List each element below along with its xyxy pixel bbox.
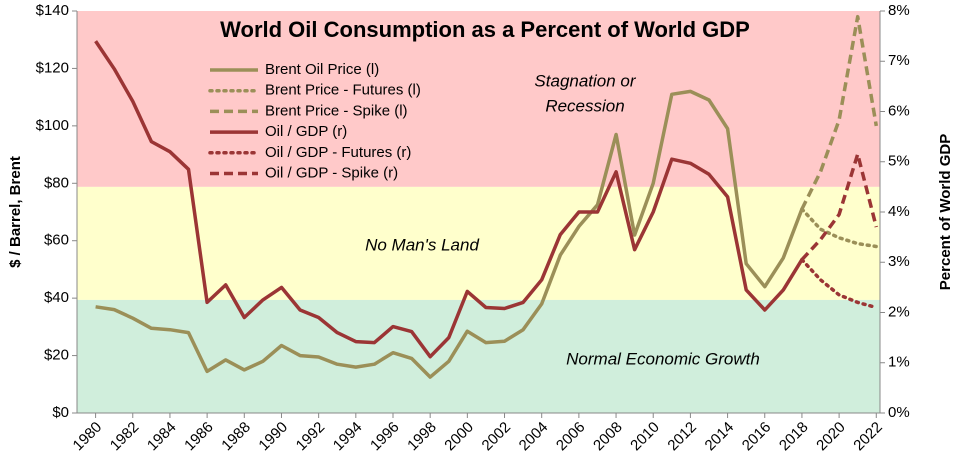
y-tick-label: $0 — [52, 404, 69, 421]
y2-axis-label: Percent of World GDP — [937, 134, 954, 290]
y-tick-label: $100 — [36, 117, 69, 134]
y-tick-label: $140 — [36, 2, 69, 19]
x-tick-label: 1984 — [144, 419, 180, 455]
zone-label: Stagnation or — [534, 71, 636, 90]
x-tick-label: 2018 — [776, 419, 812, 455]
plot — [72, 10, 885, 418]
y2-tick-label: 1% — [888, 354, 910, 371]
y2-tick-label: 8% — [888, 2, 910, 19]
zone-band — [77, 11, 880, 187]
zones: Stagnation or Recession No Man's Land Norma… — [77, 11, 880, 413]
x-tick-label: 2004 — [516, 419, 552, 455]
y2-tick-label: 7% — [888, 52, 910, 69]
series-line — [95, 89, 804, 379]
y-tick-label: $80 — [44, 174, 69, 191]
zone-label: Normal Economic Growth — [566, 349, 760, 368]
x-tick-label: 1992 — [293, 419, 329, 455]
zone-label: No Man's Land — [365, 235, 479, 254]
x-tick-label: 1994 — [330, 419, 366, 455]
legend-label: Oil / GDP - Spike (r) — [265, 164, 398, 181]
y-tick-label: $120 — [36, 59, 69, 76]
y2-tick-label: 3% — [888, 253, 910, 270]
x-tick-label: 2010 — [627, 419, 663, 455]
series-line — [800, 257, 879, 310]
legend-label: Brent Price - Futures (l) — [265, 82, 421, 99]
y2-tick-label: 4% — [888, 203, 910, 220]
legend-label: Oil / GDP (r) — [265, 123, 347, 140]
legend-label: Brent Price - Spike (l) — [265, 102, 408, 119]
x-tick-label: 2016 — [739, 419, 775, 455]
series-line — [800, 207, 879, 249]
zone-label: Recession — [545, 96, 624, 115]
chart-title: World Oil Consumption as a Percent of Wo… — [220, 17, 750, 42]
x-tick-label: 1980 — [70, 419, 106, 455]
y2-tick-label: 5% — [888, 153, 910, 170]
y-tick-label: $60 — [44, 232, 69, 249]
x-tick-label: 1986 — [181, 419, 217, 455]
x-tick-label: 2002 — [479, 419, 515, 455]
series-line — [800, 152, 878, 261]
y2-tick-label: 6% — [888, 102, 910, 119]
legend-label: Brent Oil Price (l) — [265, 61, 379, 78]
y-axis-label: $ / Barrel, Brent — [7, 156, 24, 268]
x-tick-label: 2020 — [813, 419, 849, 455]
x-tick-label: 2008 — [590, 419, 626, 455]
x-tick-label: 2014 — [702, 419, 738, 455]
x-tick-label: 2022 — [850, 419, 886, 455]
x-tick-label: 1998 — [404, 419, 440, 455]
y2-tick-label: 2% — [888, 303, 910, 320]
y-tick-label: $20 — [44, 347, 69, 364]
series-line — [800, 14, 879, 210]
x-tick-label: 1982 — [107, 419, 143, 455]
x-tick-label: 2006 — [553, 419, 589, 455]
series-line — [94, 40, 804, 359]
x-tick-label: 1990 — [255, 419, 291, 455]
legend-label: Oil / GDP - Futures (r) — [265, 144, 411, 161]
zone-band — [77, 299, 880, 413]
y-tick-label: $40 — [44, 289, 69, 306]
x-tick-label: 2000 — [441, 419, 477, 455]
y2-tick-label: 0% — [888, 404, 910, 421]
x-tick-label: 2012 — [664, 419, 700, 455]
x-tick-label: 1988 — [218, 419, 254, 455]
x-tick-label: 1996 — [367, 419, 403, 455]
